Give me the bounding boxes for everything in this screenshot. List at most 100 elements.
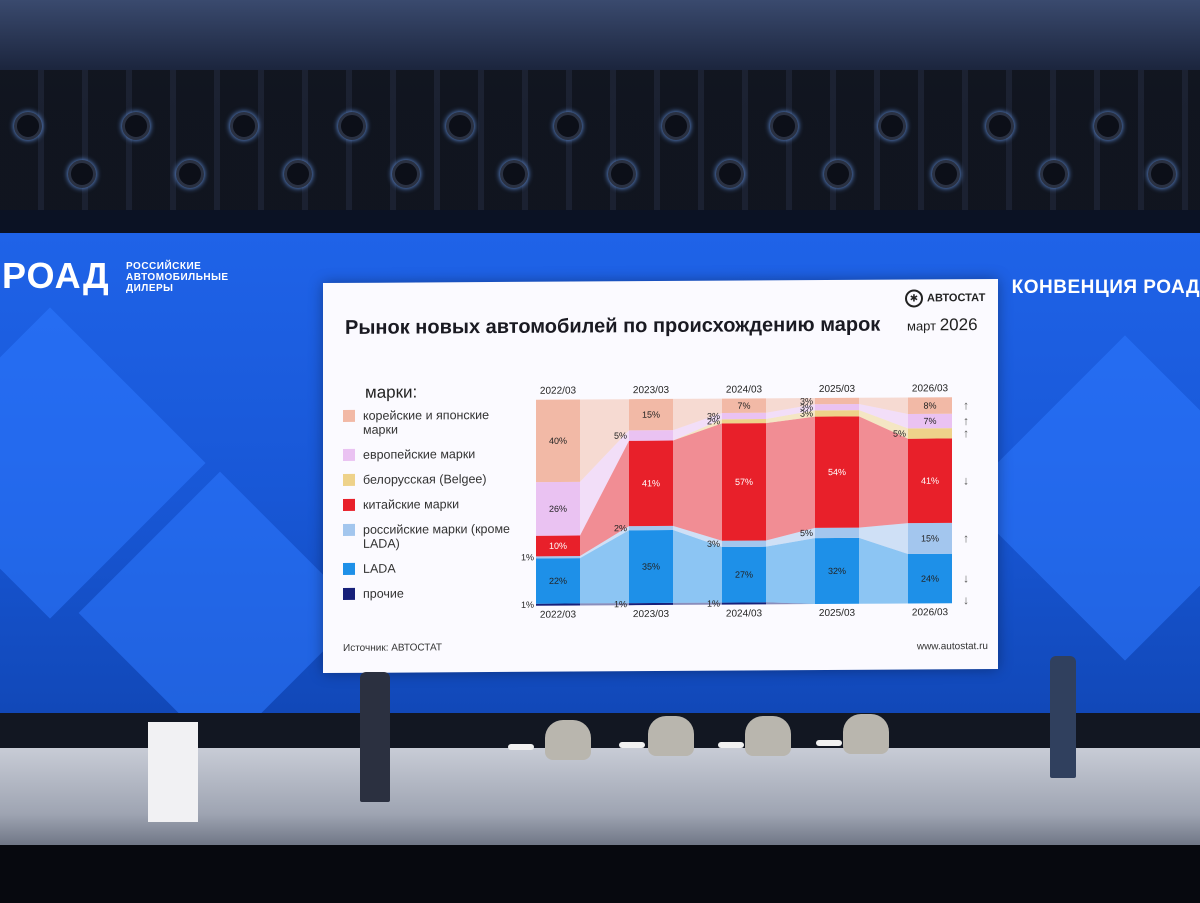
data-label: 1% <box>521 600 534 610</box>
stage-lamp <box>716 160 744 188</box>
data-label: 7% <box>923 416 936 426</box>
legend-label: прочие <box>363 586 404 601</box>
flow-band <box>859 403 908 429</box>
data-label: 27% <box>735 570 753 580</box>
side-table <box>718 742 744 748</box>
x-tick-label-top: 2023/03 <box>633 385 670 396</box>
audience <box>0 845 1200 903</box>
stage-lamp <box>1040 160 1068 188</box>
trend-up-icon: ↑ <box>963 531 969 545</box>
stage-lamp <box>554 112 582 140</box>
legend-title: марки: <box>365 382 418 402</box>
led-decor-shape <box>962 335 1200 661</box>
flow-band <box>580 526 629 559</box>
legend-swatch <box>343 473 355 486</box>
data-label: 22% <box>549 576 567 586</box>
date-month: март <box>907 318 937 334</box>
legend-swatch <box>343 562 355 575</box>
bar-segment <box>722 423 766 541</box>
bar-segment <box>908 397 952 414</box>
stage-lamp <box>608 160 636 188</box>
bar-segment <box>908 428 952 439</box>
flow-band <box>673 525 722 547</box>
speaker-right <box>1050 656 1076 778</box>
trend-up-icon: ↑ <box>963 426 969 440</box>
flow-band <box>766 527 815 547</box>
x-tick-label-bottom: 2025/03 <box>819 608 856 618</box>
bar-segment <box>815 527 859 539</box>
trend-down-icon: ↓ <box>963 474 969 488</box>
stage-lamp <box>122 112 150 140</box>
stage-lamp <box>338 112 366 140</box>
stage-chair <box>745 716 791 756</box>
legend-items: корейские и японские марки европейские ма… <box>343 408 518 601</box>
data-label: 1% <box>614 599 627 609</box>
source-url: www.autostat.ru <box>916 640 988 653</box>
bar-segment <box>629 525 673 531</box>
data-label: 1% <box>521 552 534 562</box>
bar-segment <box>536 603 580 606</box>
data-label: 24% <box>921 574 939 584</box>
flow-band <box>673 530 722 603</box>
date-year: 2026 <box>939 315 978 335</box>
legend-swatch <box>343 409 355 422</box>
legend-item: прочие <box>343 586 518 601</box>
flow-band <box>859 397 908 414</box>
stage-lamp <box>878 112 906 140</box>
bar-segment <box>815 410 859 417</box>
flow-band <box>766 410 815 424</box>
x-tick-label-top: 2022/03 <box>540 386 577 397</box>
stage-chair <box>843 714 889 754</box>
data-label: 35% <box>642 562 660 572</box>
legend-label: белорусская (Belgee) <box>363 472 487 487</box>
slide-date: март 2026 <box>907 315 978 335</box>
trend-up-icon: ↑ <box>963 398 969 412</box>
data-label: 57% <box>735 477 753 487</box>
stage-lamp <box>824 160 852 188</box>
bar-segment <box>629 440 673 527</box>
trend-down-icon: ↓ <box>963 571 969 585</box>
x-tick-label-bottom: 2024/03 <box>726 608 763 617</box>
stage-chair <box>545 720 591 760</box>
stage-back-strip <box>0 713 1200 753</box>
autostat-brand: ✱ АВТОСТАТ <box>905 289 985 308</box>
bar-segment <box>722 540 766 547</box>
data-label: 3% <box>800 396 813 406</box>
podium <box>148 722 198 822</box>
flow-band <box>673 419 722 441</box>
bar-segment <box>536 399 580 483</box>
data-label: 7% <box>737 401 750 411</box>
legend-swatch <box>343 523 355 536</box>
flow-band <box>859 523 908 555</box>
bar-segment <box>908 553 952 604</box>
x-tick-label-top: 2024/03 <box>726 384 763 395</box>
data-label: 2% <box>614 523 627 533</box>
logo-sub-line: ДИЛЕРЫ <box>126 283 174 294</box>
speaker-left <box>360 672 390 802</box>
flow-band <box>673 602 722 605</box>
data-label: 41% <box>921 476 939 486</box>
flow-band <box>859 416 908 528</box>
data-label: 1% <box>707 599 720 609</box>
side-table <box>508 744 534 750</box>
data-label: 2% <box>707 416 720 426</box>
stage-lamp <box>446 112 474 140</box>
data-label: 26% <box>549 504 567 514</box>
data-label: 8% <box>923 401 936 411</box>
stage-lamp <box>392 160 420 188</box>
flow-band <box>859 410 908 439</box>
stage-lamp <box>284 160 312 188</box>
stage-lamp <box>176 160 204 188</box>
road-logo: РОАД <box>2 255 110 296</box>
legend-swatch <box>343 587 355 600</box>
data-label: 3% <box>800 409 813 419</box>
legend-item: белорусская (Belgee) <box>343 472 518 487</box>
autostat-logo-icon: ✱ <box>905 289 923 308</box>
bar-segment <box>815 403 859 411</box>
stage-lamp <box>986 112 1014 140</box>
legend-item: LADA <box>343 561 518 576</box>
stage-lamp <box>1094 112 1122 140</box>
stage-lamp <box>14 112 42 140</box>
bar-segment <box>722 412 766 420</box>
bar-segment <box>722 602 766 605</box>
